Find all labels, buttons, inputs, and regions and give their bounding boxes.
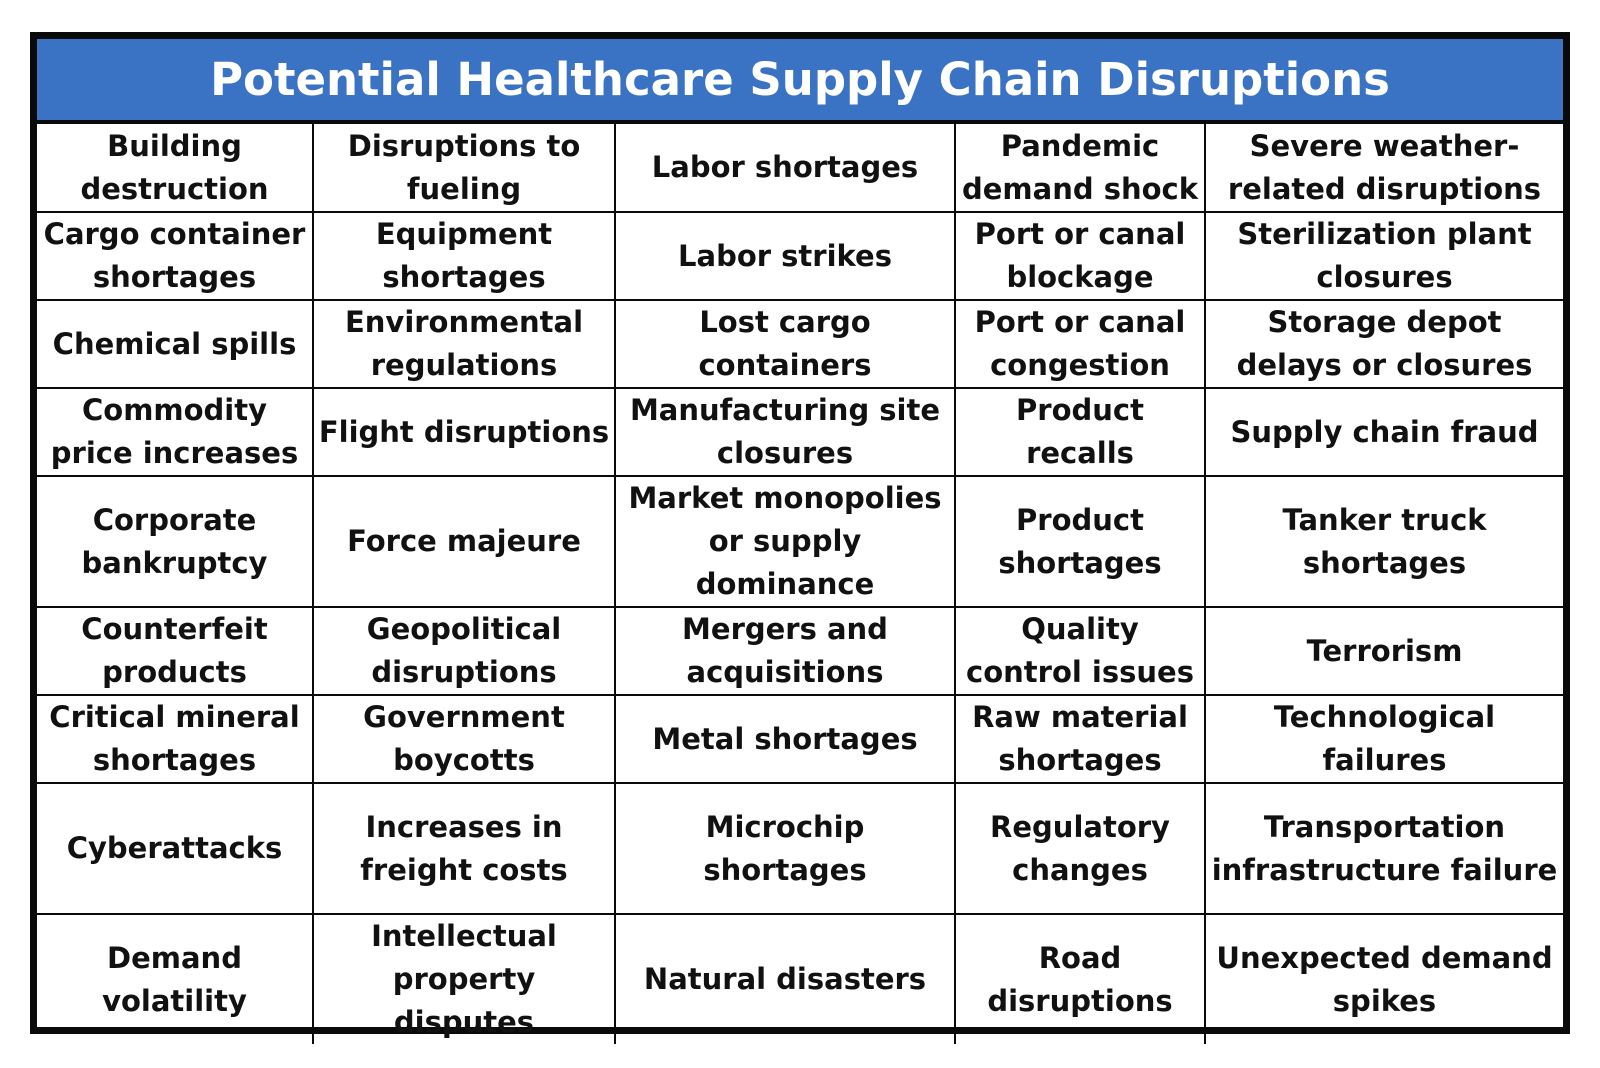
table-row: Cyberattacks Increases in freight costs … [37, 782, 1563, 915]
disruptions-table-frame: Potential Healthcare Supply Chain Disrup… [30, 32, 1570, 1044]
table-cell: Port or canal congestion [954, 299, 1206, 389]
table-cell: Increases in freight costs [312, 782, 616, 915]
table-cell: Manufacturing site closures [614, 387, 956, 477]
table-cell: Building destruction [37, 124, 314, 213]
table-cell: Pandemic demand shock [954, 124, 1206, 213]
table-cell: Counterfeit products [37, 606, 314, 696]
table-cell: Road disruptions [954, 913, 1206, 1044]
table-cell: Labor strikes [614, 211, 956, 301]
table-cell: Technological failures [1204, 694, 1563, 784]
table-cell: Regulatory changes [954, 782, 1206, 915]
table-cell: Terrorism [1204, 606, 1563, 696]
table-cell: Quality control issues [954, 606, 1206, 696]
table-cell: Equipment shortages [312, 211, 616, 301]
table-cell: Tanker truck shortages [1204, 475, 1563, 608]
table-cell: Product recalls [954, 387, 1206, 477]
table-cell: Labor shortages [614, 124, 956, 213]
disruptions-table: Building destruction Disruptions to fuel… [37, 124, 1563, 1044]
table-cell: Lost cargo containers [614, 299, 956, 389]
table-cell: Unexpected demand spikes [1204, 913, 1563, 1044]
table-cell: Environmental regulations [312, 299, 616, 389]
page-title: Potential Healthcare Supply Chain Disrup… [210, 53, 1390, 106]
table-row: Building destruction Disruptions to fuel… [37, 124, 1563, 213]
table-cell: Transportation infrastructure failure [1204, 782, 1563, 915]
table-cell: Critical mineral shortages [37, 694, 314, 784]
table-cell: Flight disruptions [312, 387, 616, 477]
table-cell: Product shortages [954, 475, 1206, 608]
table-cell: Geopolitical disruptions [312, 606, 616, 696]
table-cell: Cyberattacks [37, 782, 314, 915]
table-cell: Supply chain fraud [1204, 387, 1563, 477]
table-cell: Commodity price increases [37, 387, 314, 477]
table-cell: Demand volatility [37, 913, 314, 1044]
table-cell: Disruptions to fueling [312, 124, 616, 213]
table-cell: Mergers and acquisitions [614, 606, 956, 696]
table-cell: Corporate bankruptcy [37, 475, 314, 608]
table-row: Chemical spills Environmental regulation… [37, 299, 1563, 389]
table-row: Cargo container shortages Equipment shor… [37, 211, 1563, 301]
table-row: Counterfeit products Geopolitical disrup… [37, 606, 1563, 696]
table-cell: Market monopolies or supply dominance [614, 475, 956, 608]
table-cell: Chemical spills [37, 299, 314, 389]
table-row: Critical mineral shortages Government bo… [37, 694, 1563, 784]
table-cell: Raw material shortages [954, 694, 1206, 784]
table-cell: Cargo container shortages [37, 211, 314, 301]
table-row: Demand volatility Intellectual property … [37, 913, 1563, 1044]
table-cell: Sterilization plant closures [1204, 211, 1563, 301]
table-cell: Microchip shortages [614, 782, 956, 915]
table-cell: Port or canal blockage [954, 211, 1206, 301]
table-cell: Metal shortages [614, 694, 956, 784]
table-cell: Natural disasters [614, 913, 956, 1044]
table-row: Corporate bankruptcy Force majeure Marke… [37, 475, 1563, 608]
table-cell: Severe weather-related disruptions [1204, 124, 1563, 213]
title-banner: Potential Healthcare Supply Chain Disrup… [37, 39, 1563, 124]
table-cell: Intellectual property disputes [312, 913, 616, 1044]
table-row: Commodity price increases Flight disrupt… [37, 387, 1563, 477]
table-cell: Force majeure [312, 475, 616, 608]
table-cell: Government boycotts [312, 694, 616, 784]
table-cell: Storage depot delays or closures [1204, 299, 1563, 389]
